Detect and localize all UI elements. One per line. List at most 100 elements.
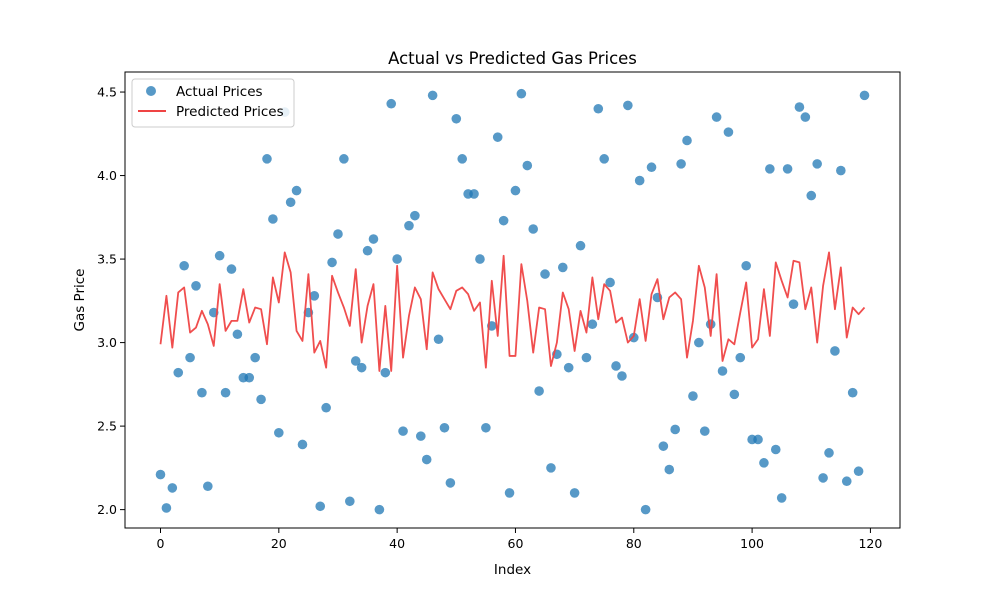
actual-price-point: [841, 476, 852, 487]
actual-price-point: [818, 473, 828, 483]
x-tick-label: 20: [271, 536, 287, 551]
actual-price-point: [836, 165, 846, 176]
x-tick-label: 80: [626, 536, 642, 551]
legend-marker-actual: [146, 86, 156, 96]
actual-price-point: [350, 356, 361, 366]
actual-price-point: [315, 501, 326, 512]
actual-price-point: [741, 260, 751, 271]
y-axis-label: Gas Price: [72, 269, 88, 332]
actual-price-point: [475, 254, 485, 264]
actual-price-point: [191, 281, 201, 291]
actual-price-point: [830, 346, 840, 356]
actual-price-point: [753, 434, 763, 445]
actual-price-point: [368, 234, 379, 244]
actual-price-point: [575, 240, 586, 251]
y-tick-label: 3.0: [97, 335, 117, 350]
actual-price-point: [670, 424, 680, 435]
actual-price-point: [256, 394, 266, 405]
actual-price-point: [250, 352, 260, 363]
actual-price-point: [510, 185, 521, 196]
actual-price-point: [694, 337, 704, 348]
actual-price-point: [634, 175, 645, 186]
legend: Actual Prices Predicted Prices: [131, 78, 295, 128]
actual-price-point: [173, 367, 184, 378]
y-tick-label: 4.5: [97, 85, 117, 100]
actual-price-point: [611, 361, 621, 371]
actual-price-point: [333, 229, 343, 239]
actual-price-point: [522, 160, 533, 171]
actual-price-point: [664, 464, 675, 475]
actual-price-point: [800, 112, 811, 122]
actual-price-point: [392, 254, 402, 264]
actual-price-point: [410, 210, 420, 221]
actual-price-point: [309, 291, 320, 301]
actual-price-point: [167, 483, 178, 493]
actual-price-point: [327, 257, 337, 268]
actual-price-point: [321, 402, 331, 413]
actual-price-point: [711, 112, 722, 122]
x-tick-label: 40: [389, 536, 405, 551]
actual-price-point: [398, 426, 408, 436]
actual-price-point: [262, 154, 272, 164]
actual-price-point: [427, 90, 438, 101]
x-axis-label: Index: [494, 562, 531, 578]
actual-price-point: [676, 159, 686, 169]
actual-price-point: [605, 277, 615, 288]
actual-price-point: [788, 299, 799, 309]
actual-price-point: [617, 371, 627, 381]
actual-price-point: [534, 386, 544, 396]
actual-price-point: [540, 269, 550, 279]
actual-price-point: [504, 488, 515, 498]
actual-price-point: [214, 250, 225, 261]
actual-price-point: [244, 372, 255, 383]
plot-area: [155, 88, 870, 515]
x-tick-label: 60: [508, 536, 524, 551]
actual-price-point: [274, 427, 284, 438]
actual-price-point: [451, 113, 462, 124]
actual-price-point: [688, 391, 698, 401]
actual-price-point: [185, 352, 195, 363]
actual-price-point: [362, 245, 373, 256]
actual-price-point: [770, 444, 781, 455]
y-tick-label: 2.5: [97, 419, 117, 434]
actual-price-point: [812, 159, 822, 169]
y-tick-label: 2.0: [97, 502, 117, 517]
actual-price-point: [345, 496, 355, 507]
actual-price-point: [563, 362, 574, 373]
x-tick-label: 100: [740, 536, 764, 551]
actual-price-point: [658, 441, 669, 451]
actual-price-point: [735, 352, 746, 363]
actual-price-point: [226, 264, 237, 274]
actual-price-point: [546, 463, 556, 473]
actual-price-point: [492, 132, 503, 142]
actual-price-point: [386, 98, 397, 109]
axis-ticks: 0 20 40 60 80 100 120 2.0 2.5 3.0 3.5 4.0 4.5: [97, 85, 882, 551]
chart-title: Actual vs Predicted Gas Prices: [388, 49, 637, 68]
actual-price-point: [433, 334, 444, 345]
actual-price-point: [776, 493, 787, 503]
actual-price-point: [197, 387, 207, 398]
actual-price-point: [859, 90, 870, 101]
actual-price-point: [457, 154, 468, 164]
actual-price-point: [220, 387, 231, 398]
actual-price-point: [593, 103, 604, 114]
actual-price-point: [717, 366, 728, 376]
y-tick-label: 3.5: [97, 252, 117, 267]
x-tick-label: 120: [858, 536, 882, 551]
actual-price-point: [356, 362, 367, 373]
actual-price-point: [291, 185, 302, 196]
actual-price-point: [374, 504, 385, 515]
actual-price-point: [729, 389, 740, 400]
actual-price-point: [623, 100, 633, 111]
actual-price-point: [268, 214, 278, 224]
actual-price-point: [640, 504, 651, 515]
plot-frame: [124, 71, 901, 529]
actual-price-point: [581, 352, 592, 363]
actual-price-point: [297, 439, 308, 450]
actual-price-point: [481, 422, 491, 433]
actual-price-point: [285, 197, 296, 208]
legend-label-predicted: Predicted Prices: [176, 104, 284, 120]
actual-price-point: [445, 478, 456, 488]
actual-price-point: [498, 215, 509, 226]
